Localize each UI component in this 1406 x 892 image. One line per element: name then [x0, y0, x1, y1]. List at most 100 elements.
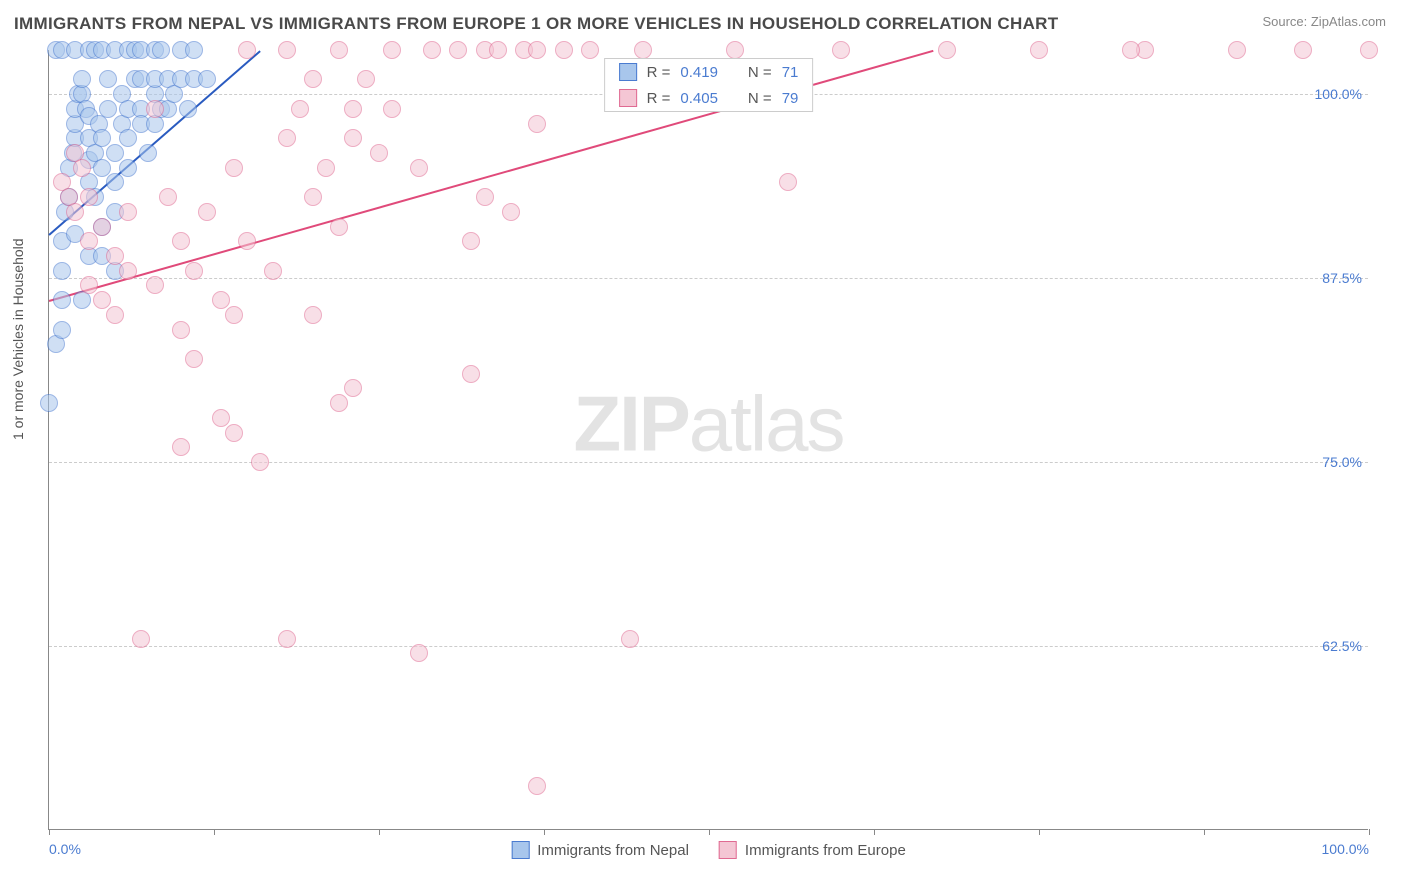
scatter-point: [1294, 41, 1312, 59]
scatter-point: [528, 777, 546, 795]
scatter-point: [139, 144, 157, 162]
scatter-point: [317, 159, 335, 177]
legend-swatch: [619, 63, 637, 81]
scatter-point: [106, 144, 124, 162]
scatter-point: [185, 350, 203, 368]
legend-series-item: Immigrants from Nepal: [511, 841, 689, 859]
legend-n-value: 79: [782, 90, 799, 107]
scatter-point: [634, 41, 652, 59]
scatter-point: [251, 453, 269, 471]
scatter-point: [304, 188, 322, 206]
scatter-point: [1122, 41, 1140, 59]
scatter-point: [423, 41, 441, 59]
x-tick-label: 100.0%: [1322, 841, 1369, 857]
scatter-point: [528, 115, 546, 133]
legend-swatch: [619, 89, 637, 107]
scatter-point: [119, 262, 137, 280]
scatter-point: [198, 203, 216, 221]
scatter-point: [264, 262, 282, 280]
scatter-point: [726, 41, 744, 59]
scatter-point: [172, 321, 190, 339]
legend-stats-row: R =0.419N =71: [605, 59, 813, 85]
scatter-point: [80, 276, 98, 294]
scatter-point: [93, 159, 111, 177]
scatter-point: [99, 70, 117, 88]
scatter-point: [779, 173, 797, 191]
scatter-point: [225, 306, 243, 324]
scatter-point: [278, 41, 296, 59]
legend-stats-row: R =0.405N =79: [605, 85, 813, 111]
scatter-point: [106, 173, 124, 191]
scatter-point: [383, 41, 401, 59]
chart-title: IMMIGRANTS FROM NEPAL VS IMMIGRANTS FROM…: [14, 14, 1058, 34]
scatter-point: [330, 394, 348, 412]
scatter-point: [462, 232, 480, 250]
scatter-point: [462, 365, 480, 383]
legend-n-label: N =: [748, 90, 772, 107]
scatter-point: [53, 321, 71, 339]
scatter-point: [449, 41, 467, 59]
legend-swatch: [511, 841, 529, 859]
scatter-point: [172, 232, 190, 250]
scatter-point: [146, 100, 164, 118]
legend-series: Immigrants from Nepal Immigrants from Eur…: [511, 841, 906, 859]
scatter-point: [73, 70, 91, 88]
scatter-point: [53, 291, 71, 309]
legend-stats: R =0.419N =71R =0.405N =79: [604, 58, 814, 112]
scatter-point: [304, 70, 322, 88]
y-tick-label: 75.0%: [1322, 454, 1362, 470]
scatter-point: [106, 306, 124, 324]
x-tick: [1039, 829, 1040, 835]
legend-swatch: [719, 841, 737, 859]
scatter-point: [99, 100, 117, 118]
scatter-point: [344, 100, 362, 118]
scatter-point: [357, 70, 375, 88]
x-tick-label: 0.0%: [49, 841, 81, 857]
scatter-point: [119, 129, 137, 147]
scatter-point: [53, 262, 71, 280]
legend-n-label: N =: [748, 64, 772, 81]
x-tick: [544, 829, 545, 835]
scatter-point: [278, 630, 296, 648]
scatter-point: [291, 100, 309, 118]
scatter-point: [93, 218, 111, 236]
legend-r-value: 0.405: [680, 90, 718, 107]
scatter-point: [383, 100, 401, 118]
y-tick-label: 100.0%: [1315, 86, 1362, 102]
scatter-point: [73, 159, 91, 177]
legend-series-label: Immigrants from Nepal: [537, 842, 689, 859]
scatter-point: [278, 129, 296, 147]
scatter-point: [410, 159, 428, 177]
legend-r-value: 0.419: [680, 64, 718, 81]
scatter-point: [238, 41, 256, 59]
grid-line: [49, 646, 1368, 647]
scatter-point: [304, 306, 322, 324]
x-tick: [709, 829, 710, 835]
scatter-point: [238, 232, 256, 250]
legend-series-label: Immigrants from Europe: [745, 842, 906, 859]
scatter-point: [40, 394, 58, 412]
scatter-point: [119, 159, 137, 177]
scatter-point: [146, 276, 164, 294]
scatter-point: [179, 100, 197, 118]
scatter-point: [159, 188, 177, 206]
scatter-point: [132, 630, 150, 648]
scatter-point: [185, 41, 203, 59]
x-tick: [214, 829, 215, 835]
scatter-point: [80, 188, 98, 206]
grid-line: [49, 278, 1368, 279]
scatter-point: [66, 203, 84, 221]
scatter-point: [344, 129, 362, 147]
scatter-point: [212, 291, 230, 309]
y-axis-label: 1 or more Vehicles in Household: [10, 238, 26, 440]
scatter-point: [555, 41, 573, 59]
scatter-point: [212, 409, 230, 427]
scatter-point: [172, 438, 190, 456]
y-tick-label: 87.5%: [1322, 270, 1362, 286]
scatter-point: [344, 379, 362, 397]
scatter-point: [185, 262, 203, 280]
scatter-point: [330, 41, 348, 59]
scatter-point: [370, 144, 388, 162]
chart-header: IMMIGRANTS FROM NEPAL VS IMMIGRANTS FROM…: [0, 0, 1406, 42]
scatter-point: [330, 218, 348, 236]
